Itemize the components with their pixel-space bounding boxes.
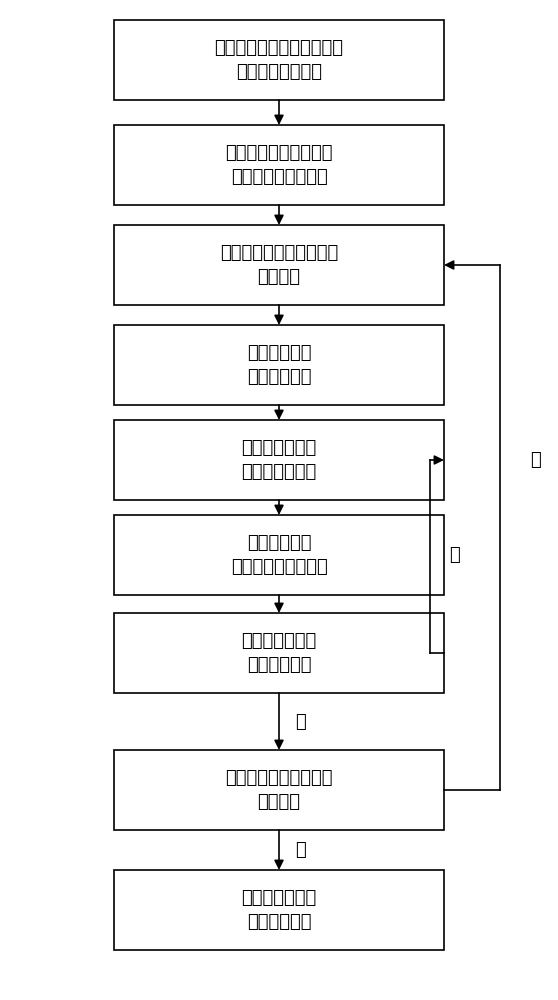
- Text: 原始地震数据采集及预处理
得到观测地震数据: 原始地震数据采集及预处理 得到观测地震数据: [214, 39, 344, 81]
- Bar: [114, 750, 444, 830]
- Bar: [114, 20, 444, 100]
- Bar: [114, 613, 444, 693]
- Bar: [114, 420, 444, 500]
- Bar: [114, 125, 444, 205]
- Text: 输出反演得到的
最优速度模型: 输出反演得到的 最优速度模型: [242, 889, 316, 931]
- Text: 给定反演使用的地震数据
频带范围: 给定反演使用的地震数据 频带范围: [220, 244, 338, 286]
- Text: 给定初始模型
设定目标函数: 给定初始模型 设定目标函数: [247, 344, 311, 386]
- Text: 判断最速下降法
迭代是否结束: 判断最速下降法 迭代是否结束: [242, 632, 316, 674]
- Text: 是: 是: [295, 841, 306, 859]
- Bar: [114, 515, 444, 595]
- Bar: [114, 225, 444, 305]
- Text: 求取迭代步长
使用最速下降法迭代: 求取迭代步长 使用最速下降法迭代: [230, 534, 328, 576]
- Text: 判断是否循环完所有的
频带范围: 判断是否循环完所有的 频带范围: [225, 769, 333, 811]
- Text: 否: 否: [450, 546, 460, 564]
- Bar: [114, 325, 444, 405]
- Text: 构建离散网格地质模型
确定网格的相关参数: 构建离散网格地质模型 确定网格的相关参数: [225, 144, 333, 186]
- Bar: [114, 870, 444, 950]
- Text: 求取目标函数对
模型参数的梯度: 求取目标函数对 模型参数的梯度: [242, 439, 316, 481]
- Text: 是: 是: [295, 712, 306, 730]
- Text: 否: 否: [530, 451, 541, 469]
